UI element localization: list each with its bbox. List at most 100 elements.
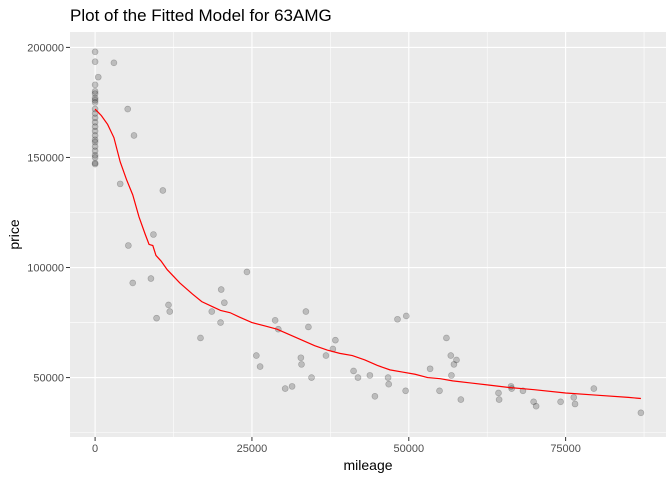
data-point bbox=[91, 48, 99, 56]
data-point bbox=[91, 147, 99, 155]
data-point bbox=[91, 160, 99, 168]
y-tick-label: 150000 bbox=[27, 152, 64, 164]
data-point bbox=[153, 314, 160, 322]
data-point bbox=[91, 94, 99, 102]
data-point bbox=[159, 187, 167, 194]
y-tick-label: 200000 bbox=[27, 42, 64, 54]
data-points bbox=[91, 48, 645, 417]
data-point bbox=[130, 132, 138, 139]
data-point bbox=[436, 387, 443, 395]
data-point bbox=[322, 352, 330, 359]
data-point bbox=[91, 90, 99, 97]
x-axis-ticks: 0 25000 50000 75000 bbox=[92, 437, 581, 455]
data-point bbox=[332, 336, 339, 344]
data-point bbox=[217, 319, 224, 326]
data-point bbox=[91, 154, 99, 161]
data-point bbox=[221, 299, 228, 307]
data-point bbox=[371, 392, 379, 400]
data-point bbox=[308, 374, 315, 381]
major-gridlines bbox=[70, 32, 666, 437]
data-point bbox=[197, 334, 204, 342]
data-point bbox=[305, 323, 312, 331]
data-point bbox=[302, 308, 310, 315]
fitted-line-layer bbox=[94, 108, 641, 400]
data-point bbox=[571, 400, 579, 408]
data-point bbox=[208, 308, 216, 315]
data-point bbox=[354, 374, 362, 381]
data-point bbox=[91, 114, 99, 122]
data-point bbox=[91, 138, 99, 146]
data-point bbox=[150, 231, 157, 238]
plot-panel bbox=[70, 32, 666, 437]
data-point bbox=[125, 242, 132, 249]
data-point bbox=[394, 315, 401, 323]
data-point bbox=[166, 308, 174, 315]
data-point bbox=[243, 268, 251, 276]
data-point bbox=[298, 361, 305, 368]
data-point bbox=[447, 352, 455, 359]
data-point bbox=[91, 132, 99, 139]
data-point bbox=[124, 105, 132, 113]
data-point bbox=[288, 383, 296, 390]
data-point bbox=[402, 387, 409, 395]
y-tick-label: 50000 bbox=[33, 373, 64, 385]
x-tick-label: 50000 bbox=[393, 443, 424, 455]
data-point bbox=[129, 279, 137, 287]
data-point bbox=[426, 365, 434, 373]
data-point bbox=[91, 96, 99, 104]
data-point bbox=[297, 354, 305, 362]
data-point bbox=[91, 127, 99, 135]
x-tick-label: 75000 bbox=[550, 443, 581, 455]
data-point bbox=[453, 356, 460, 364]
y-tick-label: 100000 bbox=[27, 263, 64, 275]
data-point bbox=[385, 380, 393, 388]
data-point bbox=[91, 99, 99, 106]
data-point bbox=[457, 396, 465, 403]
data-point bbox=[256, 363, 264, 370]
data-point bbox=[366, 372, 374, 379]
data-point bbox=[94, 73, 102, 81]
data-point bbox=[91, 136, 99, 144]
y-axis-title: price bbox=[6, 219, 22, 250]
data-point bbox=[91, 151, 99, 159]
chart-title: Plot of the Fitted Model for 63AMG bbox=[70, 6, 332, 25]
data-point bbox=[532, 402, 540, 410]
data-point bbox=[271, 317, 279, 324]
data-point bbox=[570, 394, 578, 401]
data-point bbox=[530, 398, 537, 406]
data-point bbox=[147, 275, 155, 282]
data-point bbox=[165, 301, 172, 309]
y-axis-ticks: 50000 100000 150000 200000 bbox=[27, 42, 70, 385]
data-point bbox=[91, 123, 99, 130]
data-point bbox=[402, 312, 410, 320]
data-point bbox=[495, 396, 503, 403]
data-point bbox=[557, 398, 564, 406]
x-axis-title: mileage bbox=[343, 457, 392, 473]
data-point bbox=[450, 361, 458, 368]
data-point bbox=[495, 389, 502, 397]
data-point bbox=[508, 385, 515, 392]
data-point bbox=[448, 372, 455, 379]
data-point bbox=[253, 352, 260, 359]
x-tick-label: 25000 bbox=[237, 443, 268, 455]
data-point bbox=[350, 367, 357, 375]
data-point bbox=[443, 334, 450, 342]
data-point bbox=[110, 59, 118, 67]
data-point bbox=[91, 159, 99, 167]
data-point bbox=[91, 81, 99, 89]
minor-gridlines bbox=[70, 32, 666, 437]
data-point bbox=[116, 180, 124, 188]
data-point bbox=[637, 409, 645, 417]
data-point bbox=[91, 118, 99, 126]
data-point bbox=[384, 374, 392, 381]
data-point bbox=[91, 88, 99, 95]
x-tick-label: 0 bbox=[92, 443, 98, 455]
data-point bbox=[91, 58, 99, 66]
data-point bbox=[281, 385, 289, 392]
data-point bbox=[590, 385, 598, 392]
data-point bbox=[217, 286, 225, 293]
fitted-model-line bbox=[94, 108, 641, 400]
data-point bbox=[91, 143, 99, 150]
data-point bbox=[91, 110, 99, 117]
